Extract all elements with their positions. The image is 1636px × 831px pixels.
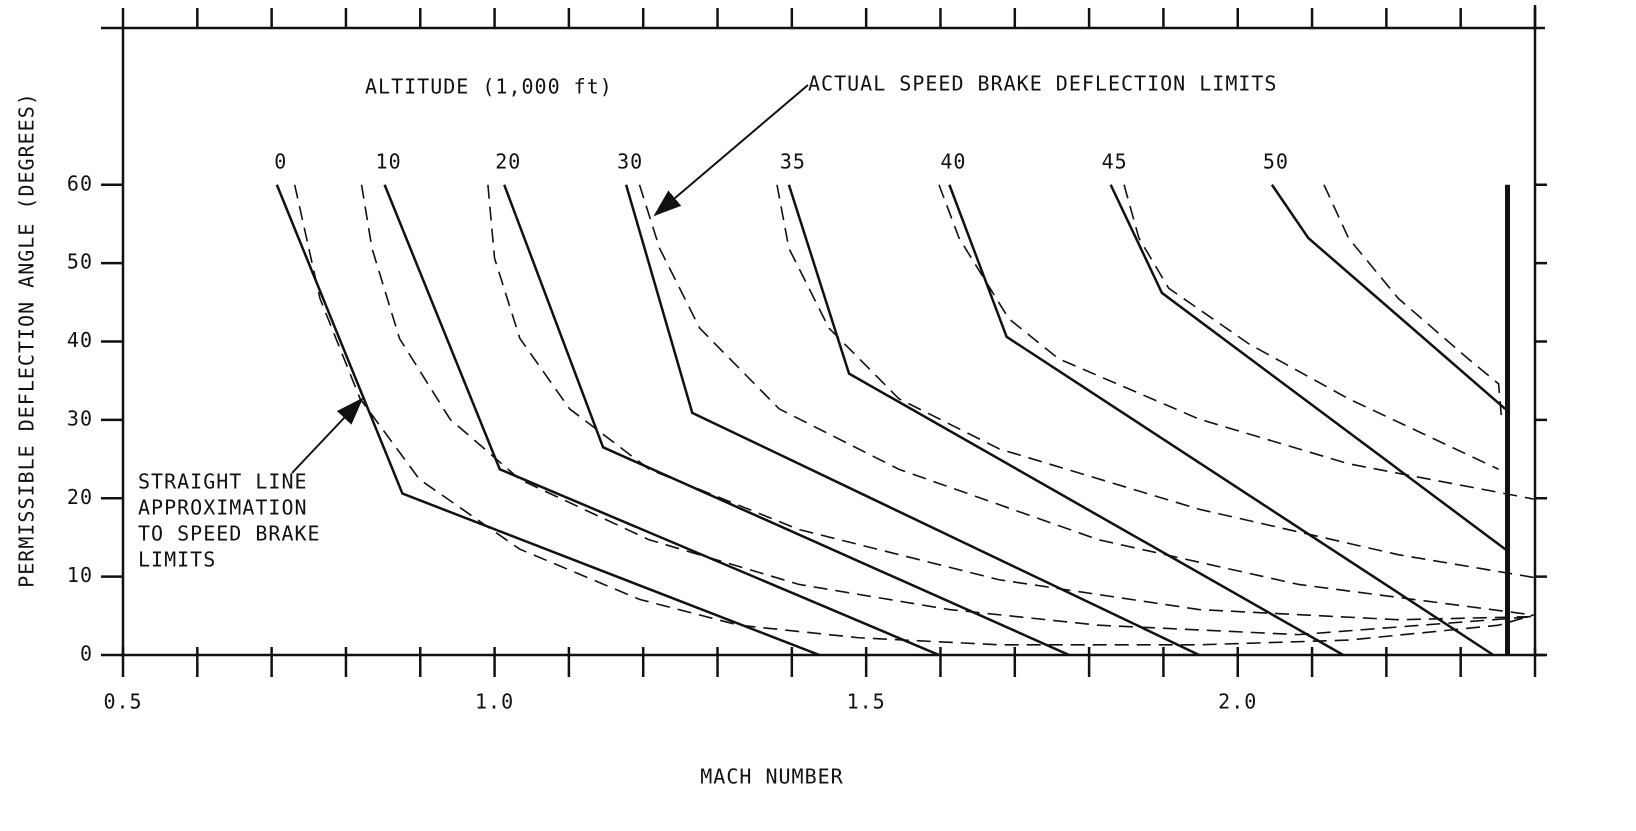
annotation-line: TO SPEED BRAKE [138,522,321,546]
y-tick-label: 30 [67,406,93,430]
x-tick-label: 1.5 [847,690,886,714]
y-axis-label: PERMISSIBLE DEFLECTION ANGLE (DEGREES) [15,92,39,588]
series-name: 40 [940,149,966,173]
line [624,184,1200,657]
y-tick-label: 20 [67,485,93,509]
annotation-line: STRAIGHT LINE [138,470,308,494]
y-tick-label: 60 [67,171,93,195]
y-tick-label: 40 [67,328,93,352]
x-tick-label: 2.0 [1218,690,1257,714]
x-tick-label: 1.0 [475,690,514,714]
x-axis-label: MACH NUMBER [700,765,843,789]
line [948,184,1495,657]
annotation-line: LIMITS [138,548,216,572]
series-name: 20 [495,149,521,173]
line [1123,184,1499,470]
line [383,184,940,657]
y-tick-label: 0 [80,642,93,666]
line [1323,184,1503,420]
series-name: 45 [1102,149,1128,173]
series-name: 50 [1263,149,1289,173]
x-tick-label: 0.5 [103,690,142,714]
line [487,184,1534,621]
line [638,184,1534,616]
annotation-line: APPROXIMATION [138,496,308,520]
y-tick-label: 10 [67,563,93,587]
line [293,184,1534,646]
line [503,184,1070,657]
series-name: 0 [274,149,287,173]
series-name: 35 [780,149,806,173]
line [938,184,1534,500]
line [275,184,820,657]
series-name: 10 [376,149,402,173]
line [1270,184,1507,410]
line [776,184,1534,579]
line [787,184,1344,657]
line [360,184,1534,636]
line [1109,184,1507,551]
series-label: ALTITUDE (1,000 ft) [365,75,613,99]
annotation-arrow [291,397,364,474]
series-name: 30 [617,149,643,173]
annotation-arrow [653,84,809,217]
y-tick-label: 50 [67,250,93,274]
annotation: ACTUAL SPEED BRAKE DEFLECTION LIMITS [808,72,1277,96]
